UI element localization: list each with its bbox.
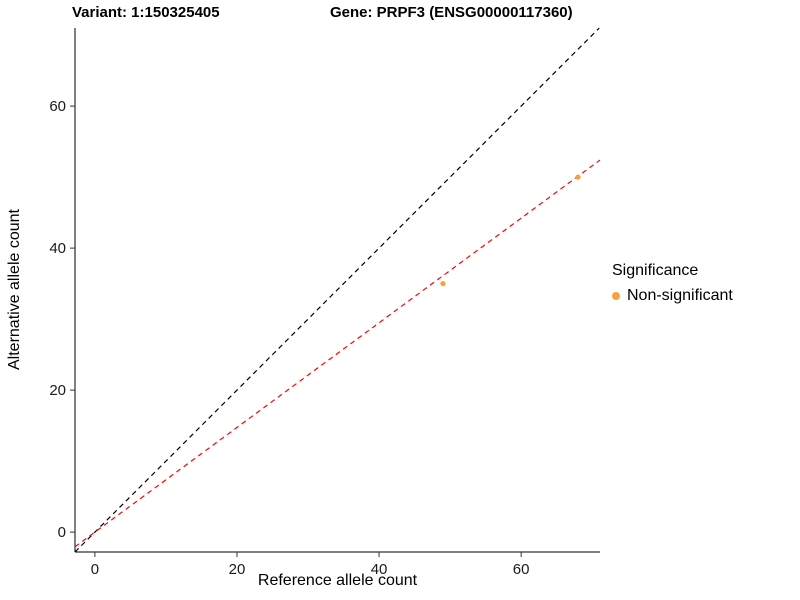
fit-line — [74, 159, 601, 548]
legend-entry: Non-significant — [612, 287, 733, 305]
x-tick-label: 60 — [513, 561, 530, 578]
gene-title: Gene: PRPF3 (ENSG00000117360) — [330, 4, 573, 21]
legend-point-icon — [612, 292, 620, 300]
variant-title: Variant: 1:150325405 — [72, 4, 220, 21]
identity-line — [74, 27, 600, 553]
y-tick-label: 20 — [49, 382, 66, 399]
legend: Significance Non-significant — [612, 262, 733, 305]
legend-title: Significance — [612, 262, 699, 279]
x-tick-label: 0 — [91, 561, 99, 578]
data-point — [440, 281, 446, 287]
x-tick-label: 20 — [229, 561, 246, 578]
legend-entry-label: Non-significant — [627, 287, 733, 304]
x-axis-title: Reference allele count — [257, 572, 418, 589]
y-tick-label: 40 — [49, 240, 66, 257]
data-point — [575, 174, 581, 180]
x-tick-label: 40 — [371, 561, 388, 578]
y-tick-label: 0 — [58, 524, 66, 541]
y-tick-label: 60 — [49, 98, 66, 115]
y-axis-title: Alternative allele count — [6, 209, 23, 371]
